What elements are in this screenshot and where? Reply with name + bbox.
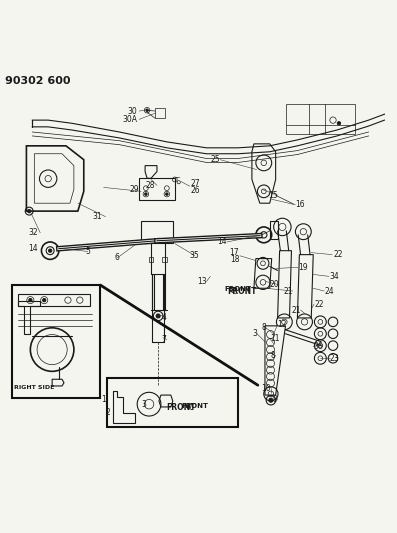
Text: 5: 5 xyxy=(85,247,90,256)
Text: 1: 1 xyxy=(101,395,106,405)
Bar xyxy=(162,257,167,262)
Text: 7: 7 xyxy=(161,335,166,344)
Text: 90302 600: 90302 600 xyxy=(5,76,70,86)
Text: 21: 21 xyxy=(291,305,301,314)
Bar xyxy=(285,104,355,134)
Text: 18: 18 xyxy=(230,255,239,264)
Text: 28: 28 xyxy=(145,181,155,190)
Circle shape xyxy=(42,298,46,302)
Bar xyxy=(148,257,153,262)
Text: 32: 32 xyxy=(29,228,38,237)
Text: 16: 16 xyxy=(295,200,305,209)
Circle shape xyxy=(145,193,147,195)
Text: 25: 25 xyxy=(211,155,220,164)
Circle shape xyxy=(156,314,160,318)
Text: 26: 26 xyxy=(191,185,200,195)
Text: 3: 3 xyxy=(252,329,257,338)
Circle shape xyxy=(29,298,32,302)
Text: 9: 9 xyxy=(273,394,278,403)
Text: 27: 27 xyxy=(191,179,200,188)
Text: 14: 14 xyxy=(29,244,38,253)
Text: RIGHT SIDE: RIGHT SIDE xyxy=(14,385,54,391)
Text: 21: 21 xyxy=(283,287,293,295)
Text: 29: 29 xyxy=(129,185,139,194)
Text: 15: 15 xyxy=(268,191,278,200)
Text: 36: 36 xyxy=(313,342,323,351)
Circle shape xyxy=(146,109,148,111)
Text: 31: 31 xyxy=(92,212,102,221)
Text: 8: 8 xyxy=(261,324,266,332)
Text: 35: 35 xyxy=(190,251,199,260)
Text: 20: 20 xyxy=(269,280,279,289)
Text: 34: 34 xyxy=(329,272,339,281)
Text: 22: 22 xyxy=(314,300,324,309)
Text: 11: 11 xyxy=(270,334,279,343)
Text: FRONT: FRONT xyxy=(227,287,257,295)
Text: 30A: 30A xyxy=(122,115,137,124)
Text: 13: 13 xyxy=(197,277,206,286)
Text: 10: 10 xyxy=(261,384,271,393)
Text: 12: 12 xyxy=(278,320,287,329)
Text: 3: 3 xyxy=(141,400,146,409)
Circle shape xyxy=(28,209,31,213)
Circle shape xyxy=(48,249,52,252)
Text: FRONT: FRONT xyxy=(225,286,252,293)
Text: 22: 22 xyxy=(333,250,343,259)
Text: 4: 4 xyxy=(161,313,166,321)
Text: 14: 14 xyxy=(218,238,227,246)
Bar xyxy=(139,178,175,200)
Circle shape xyxy=(269,398,273,402)
Text: 8: 8 xyxy=(271,351,276,360)
Circle shape xyxy=(166,193,168,195)
Text: FRONT: FRONT xyxy=(166,403,195,412)
Text: 24: 24 xyxy=(324,287,334,295)
Circle shape xyxy=(337,122,341,125)
Polygon shape xyxy=(265,326,285,395)
Text: 17: 17 xyxy=(229,248,239,257)
Text: 2: 2 xyxy=(106,408,111,417)
Text: 19: 19 xyxy=(298,263,308,272)
Text: 30: 30 xyxy=(127,107,137,116)
Text: FRONT: FRONT xyxy=(181,403,208,409)
Text: 23: 23 xyxy=(330,354,339,363)
Text: 6: 6 xyxy=(115,253,120,262)
Bar xyxy=(19,294,90,306)
Bar xyxy=(141,221,173,243)
